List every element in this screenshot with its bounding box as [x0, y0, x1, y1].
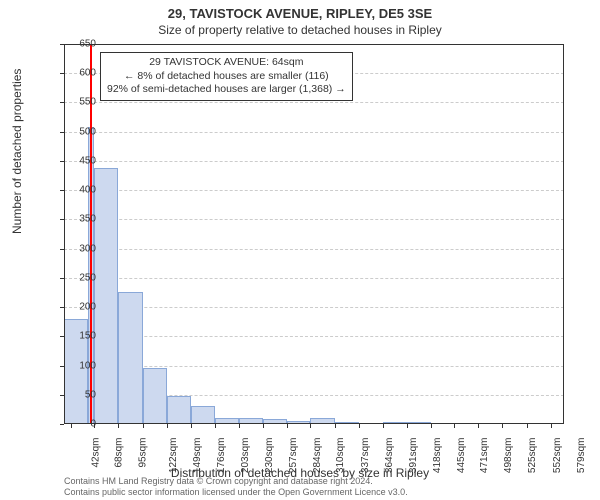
x-tick-mark — [143, 424, 144, 428]
x-tick-mark — [527, 424, 528, 428]
annotation-line: 92% of semi-detached houses are larger (… — [107, 83, 346, 97]
y-tick-label: 0 — [66, 419, 96, 430]
x-tick-mark — [478, 424, 479, 428]
y-tick-mark — [60, 249, 64, 250]
x-tick-label: 68sqm — [114, 438, 125, 468]
attribution-line: Contains HM Land Registry data © Crown c… — [64, 476, 408, 487]
y-tick-label: 350 — [66, 214, 96, 225]
annotation-line: 29 TAVISTOCK AVENUE: 64sqm — [107, 56, 346, 70]
chart-subtitle: Size of property relative to detached ho… — [0, 23, 600, 37]
attribution: Contains HM Land Registry data © Crown c… — [64, 476, 408, 498]
plot-border — [64, 44, 564, 424]
y-tick-mark — [60, 336, 64, 337]
y-tick-mark — [60, 190, 64, 191]
x-tick-mark — [335, 424, 336, 428]
x-tick-mark — [383, 424, 384, 428]
y-tick-mark — [60, 44, 64, 45]
y-tick-label: 400 — [66, 185, 96, 196]
y-tick-label: 500 — [66, 126, 96, 137]
chart-title: 29, TAVISTOCK AVENUE, RIPLEY, DE5 3SE — [0, 6, 600, 21]
y-tick-mark — [60, 102, 64, 103]
x-tick-mark — [215, 424, 216, 428]
x-tick-mark — [310, 424, 311, 428]
x-tick-mark — [454, 424, 455, 428]
x-tick-label: 42sqm — [91, 438, 102, 468]
x-tick-mark — [167, 424, 168, 428]
y-tick-label: 250 — [66, 272, 96, 283]
y-tick-mark — [60, 366, 64, 367]
y-tick-mark — [60, 132, 64, 133]
annotation-line: ← 8% of detached houses are smaller (116… — [107, 70, 346, 84]
x-tick-mark — [287, 424, 288, 428]
y-tick-label: 650 — [66, 39, 96, 50]
attribution-line: Contains public sector information licen… — [64, 487, 408, 498]
x-tick-mark — [239, 424, 240, 428]
x-tick-mark — [191, 424, 192, 428]
y-tick-label: 200 — [66, 302, 96, 313]
y-tick-label: 50 — [66, 389, 96, 400]
chart-plot-area: 29 TAVISTOCK AVENUE: 64sqm ← 8% of detac… — [64, 44, 564, 424]
y-tick-mark — [60, 395, 64, 396]
y-tick-mark — [60, 307, 64, 308]
x-tick-mark — [118, 424, 119, 428]
x-tick-mark — [407, 424, 408, 428]
y-tick-mark — [60, 219, 64, 220]
y-tick-mark — [60, 278, 64, 279]
x-tick-mark — [551, 424, 552, 428]
y-axis-label: Number of detached properties — [10, 69, 24, 234]
x-tick-mark — [263, 424, 264, 428]
y-tick-label: 550 — [66, 97, 96, 108]
y-tick-mark — [60, 424, 64, 425]
y-tick-label: 150 — [66, 331, 96, 342]
x-tick-mark — [431, 424, 432, 428]
y-tick-mark — [60, 161, 64, 162]
y-tick-label: 300 — [66, 243, 96, 254]
x-tick-mark — [502, 424, 503, 428]
y-tick-label: 100 — [66, 360, 96, 371]
y-tick-mark — [60, 73, 64, 74]
y-tick-label: 600 — [66, 68, 96, 79]
x-tick-label: 95sqm — [138, 438, 149, 468]
annotation-box: 29 TAVISTOCK AVENUE: 64sqm ← 8% of detac… — [100, 52, 353, 101]
x-tick-mark — [359, 424, 360, 428]
y-tick-label: 450 — [66, 155, 96, 166]
